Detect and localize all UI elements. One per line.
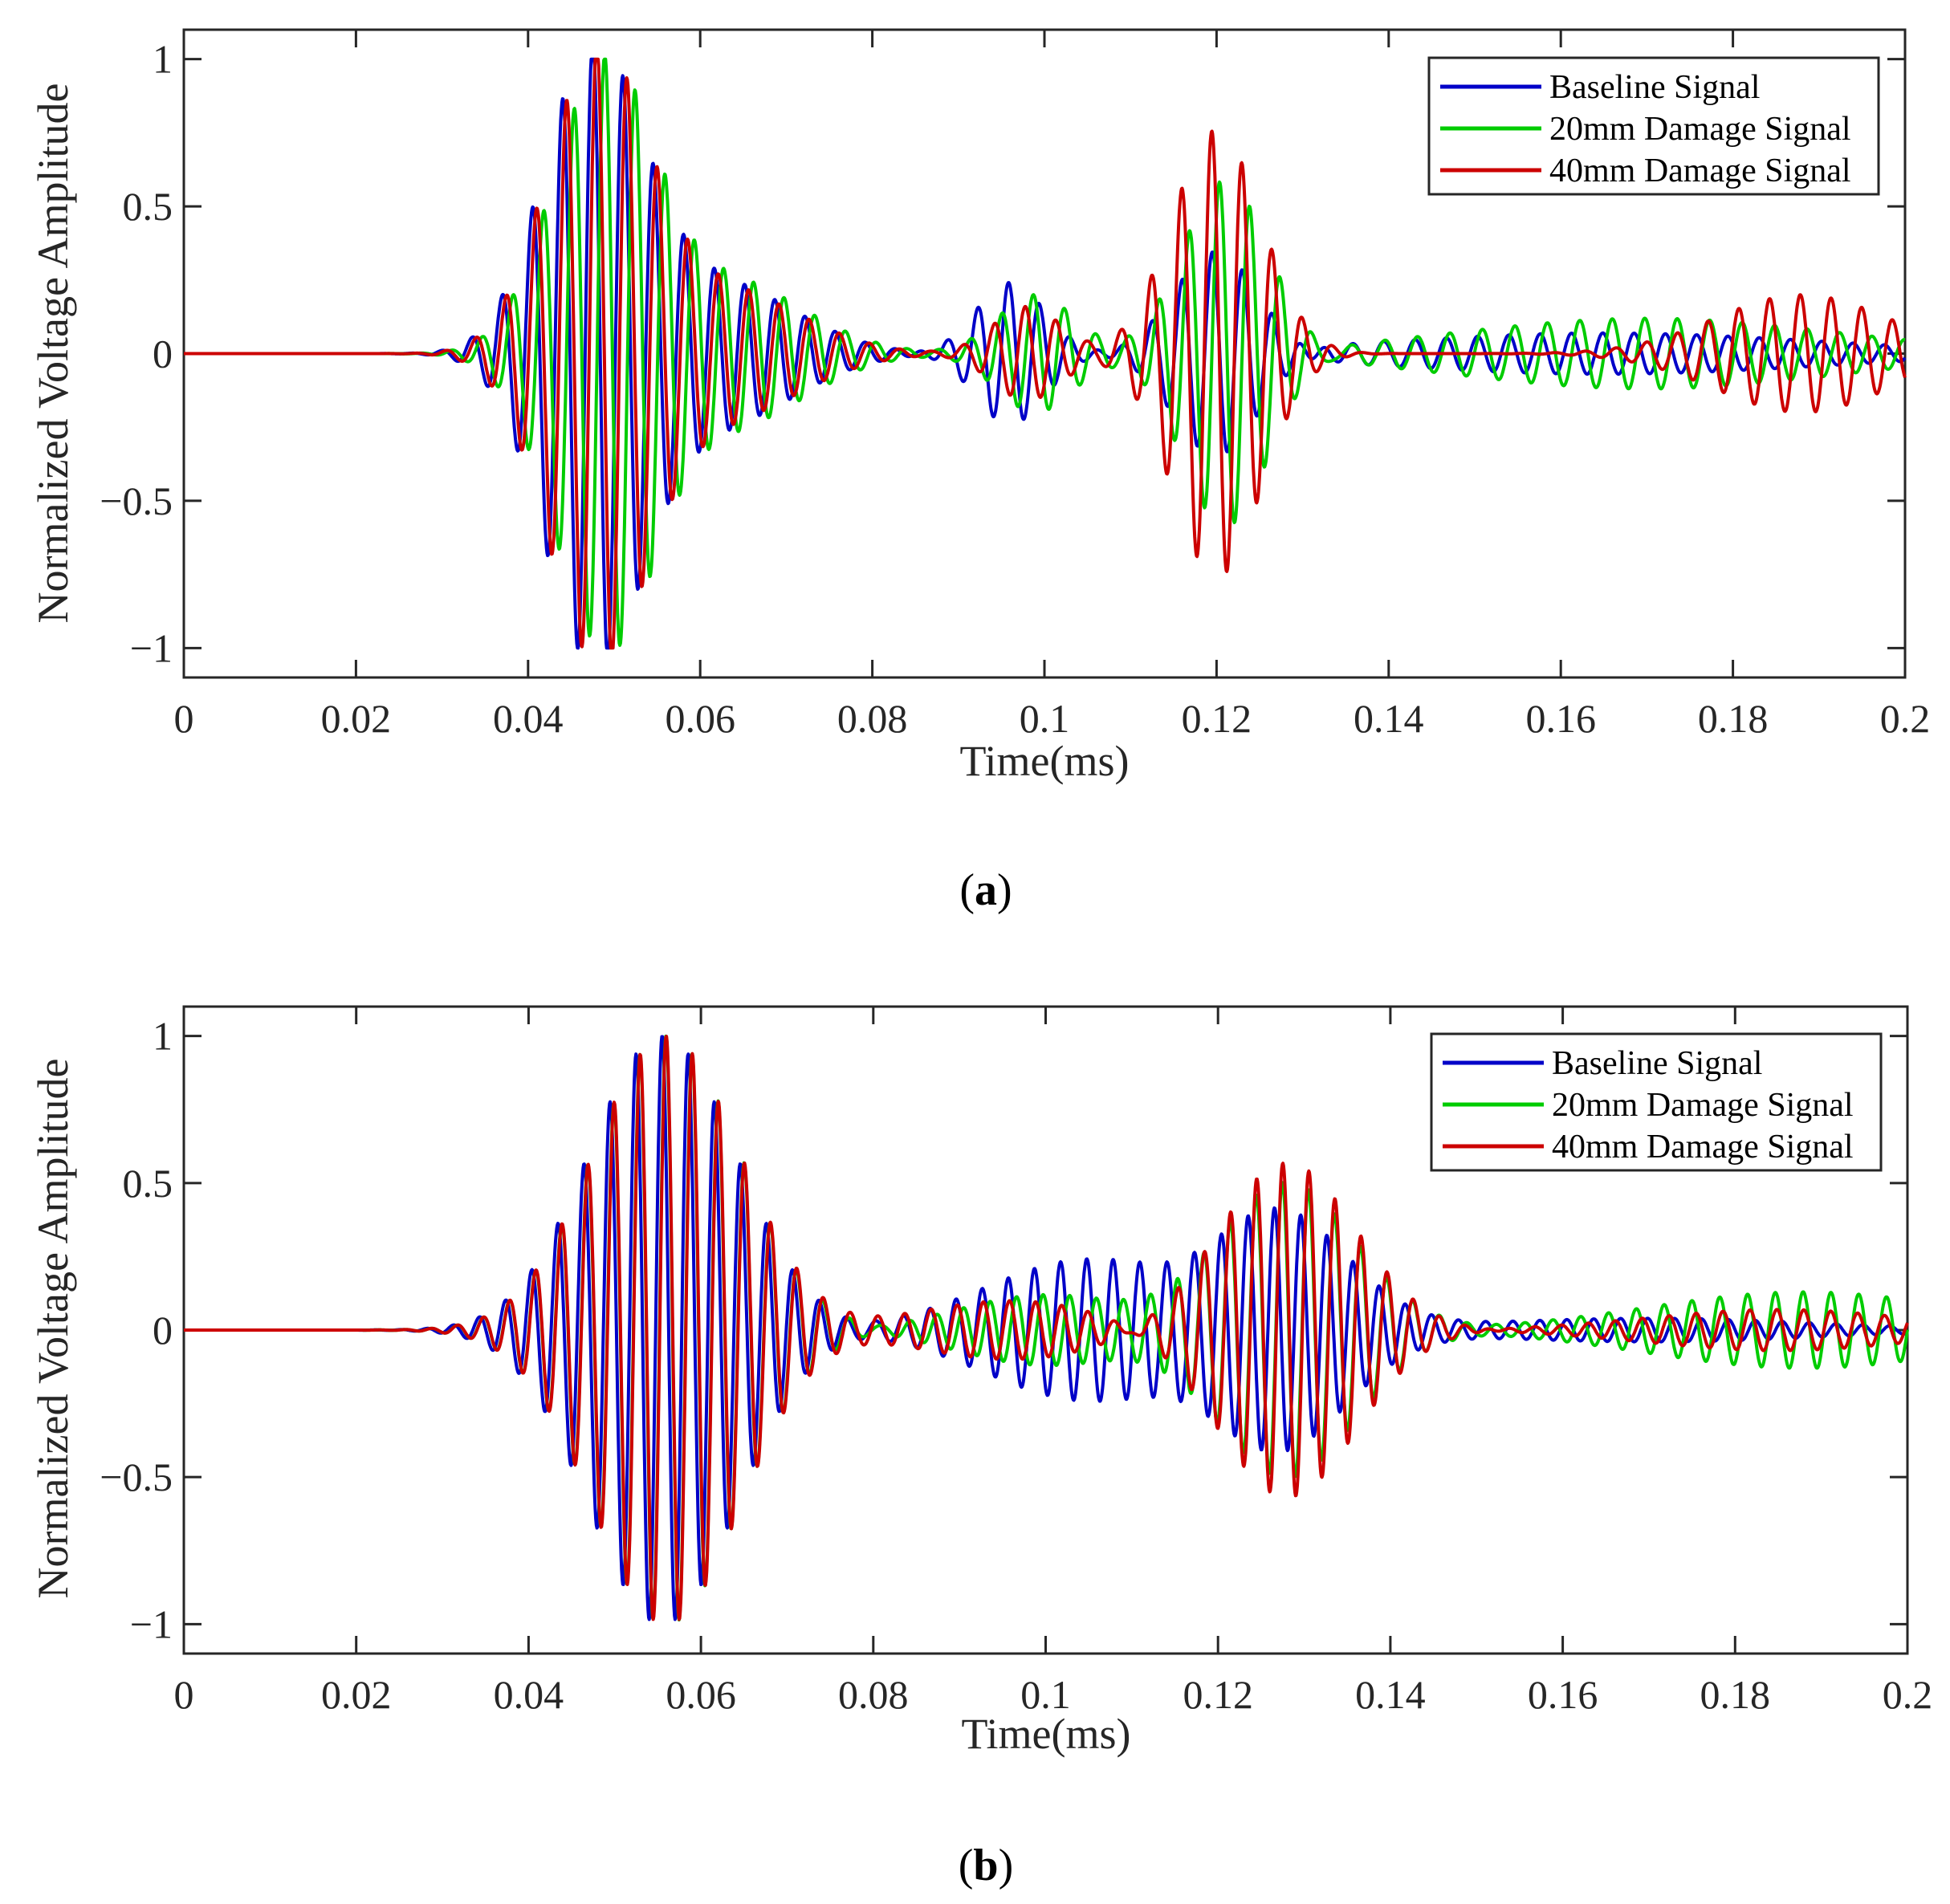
tick-labels: 0 0.02 0.04 0.06 0.08 0.1 0.12 0.14 0.16 0.18 0.2 −… bbox=[100, 1014, 1932, 1717]
chart-panel-b: 0 0.02 0.04 0.06 0.08 0.1 0.12 0.14 0.16 0.18 0.2 −… bbox=[29, 1005, 1932, 1890]
x-tick-label: 0.16 bbox=[1528, 1672, 1598, 1717]
x-tick-label: 0.06 bbox=[665, 696, 735, 741]
x-tick-label: 0.02 bbox=[321, 1672, 392, 1717]
tick-labels: 0 0.02 0.04 0.06 0.08 0.1 0.12 0.14 0.16 0.18 0.2 −… bbox=[100, 37, 1930, 741]
y-tick-label: 0.5 bbox=[123, 1161, 173, 1206]
axis-ticks bbox=[182, 30, 1907, 677]
series-lines bbox=[182, 57, 1907, 650]
legend-box bbox=[1430, 1032, 1883, 1172]
series-line-40mm-damage-signal bbox=[182, 57, 1907, 650]
x-tick-label: 0 bbox=[174, 696, 194, 741]
legend-label: Baseline Signal bbox=[1549, 69, 1760, 106]
chart-panel-a: 0 0.02 0.04 0.06 0.08 0.1 0.12 0.14 0.16 0.18 0.2 −… bbox=[29, 28, 1930, 915]
x-tick-label: 0.04 bbox=[493, 696, 564, 741]
x-tick-label: 0.12 bbox=[1183, 1672, 1253, 1717]
legend: Baseline Signal 20mm Damage Signal 40mm Da… bbox=[1430, 1032, 1883, 1172]
y-tick-label: 0 bbox=[153, 1308, 173, 1353]
series-lines bbox=[182, 1034, 1909, 1621]
y-tick-label: −1 bbox=[130, 1601, 173, 1646]
legend-label: 40mm Damage Signal bbox=[1549, 153, 1851, 189]
x-tick-label: 0.12 bbox=[1182, 696, 1252, 741]
y-axis-label: Normalized Voltage Amplitude bbox=[29, 83, 77, 624]
y-tick-label: −0.5 bbox=[100, 478, 173, 523]
x-tick-label: 0.18 bbox=[1700, 1672, 1771, 1717]
legend-label: 20mm Damage Signal bbox=[1552, 1087, 1854, 1124]
x-tick-label: 0.14 bbox=[1354, 696, 1424, 741]
x-tick-label: 0.06 bbox=[666, 1672, 736, 1717]
y-tick-label: 0 bbox=[153, 332, 173, 376]
legend-label: Baseline Signal bbox=[1552, 1045, 1762, 1082]
y-tick-label: 0.5 bbox=[123, 184, 173, 229]
x-axis-label: Time(ms) bbox=[959, 737, 1129, 785]
y-tick-label: 1 bbox=[153, 1014, 173, 1059]
caption-b: (b) bbox=[959, 1841, 1013, 1890]
x-tick-label: 0.08 bbox=[837, 696, 908, 741]
x-tick-label: 0.2 bbox=[1880, 696, 1931, 741]
series-line-baseline-signal bbox=[182, 57, 1907, 650]
x-axis-label: Time(ms) bbox=[961, 1710, 1130, 1758]
x-tick-label: 0.16 bbox=[1525, 696, 1596, 741]
x-tick-label: 0.08 bbox=[838, 1672, 909, 1717]
caption-a: (a) bbox=[959, 865, 1012, 915]
legend-label: 40mm Damage Signal bbox=[1552, 1129, 1854, 1166]
x-tick-label: 0 bbox=[174, 1672, 194, 1717]
y-tick-label: −1 bbox=[130, 625, 173, 670]
x-tick-label: 0.14 bbox=[1355, 1672, 1426, 1717]
x-tick-label: 0.1 bbox=[1020, 1672, 1071, 1717]
caption-letter: b bbox=[973, 1841, 998, 1890]
x-tick-label: 0.04 bbox=[494, 1672, 564, 1717]
legend: Baseline Signal 20mm Damage Signal 40mm Da… bbox=[1427, 56, 1880, 196]
x-tick-label: 0.02 bbox=[321, 696, 392, 741]
x-tick-label: 0.18 bbox=[1698, 696, 1769, 741]
legend-label: 20mm Damage Signal bbox=[1549, 111, 1851, 148]
y-tick-label: 1 bbox=[153, 37, 173, 82]
y-tick-label: −0.5 bbox=[100, 1454, 173, 1499]
y-axis-label: Normalized Voltage Amplitude bbox=[29, 1059, 77, 1599]
x-tick-label: 0.1 bbox=[1020, 696, 1070, 741]
x-tick-label: 0.2 bbox=[1883, 1672, 1933, 1717]
caption-letter: a bbox=[975, 865, 997, 915]
series-line-baseline-signal bbox=[182, 1035, 1909, 1621]
axis-ticks bbox=[182, 1007, 1909, 1654]
series-line-40mm-damage-signal bbox=[182, 1035, 1909, 1621]
